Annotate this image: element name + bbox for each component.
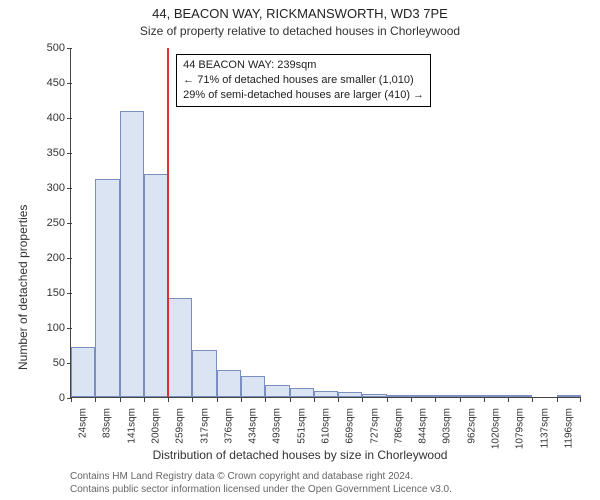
histogram-bar [290, 388, 314, 397]
x-tick: 962sqm [466, 404, 477, 444]
x-tick-mark [460, 397, 461, 402]
histogram-bar [435, 395, 459, 397]
x-tick: 493sqm [272, 404, 283, 444]
x-tick-mark [411, 397, 412, 402]
x-tick: 669sqm [345, 404, 356, 444]
x-tick: 1137sqm [539, 404, 550, 448]
x-tick: 24sqm [78, 404, 89, 438]
x-tick-mark [484, 397, 485, 402]
x-tick-mark [290, 397, 291, 402]
x-tick: 844sqm [418, 404, 429, 444]
histogram-bar [411, 395, 435, 397]
histogram-bar [484, 395, 508, 397]
annotation-box: 44 BEACON WAY: 239sqm← 71% of detached h… [176, 54, 431, 107]
annotation-line1: 44 BEACON WAY: 239sqm [183, 58, 424, 73]
histogram-bar [217, 370, 241, 397]
histogram-bar [508, 395, 532, 397]
histogram-bar [362, 394, 386, 397]
annotation-line3: 29% of semi-detached houses are larger (… [183, 88, 424, 103]
x-tick: 259sqm [175, 404, 186, 444]
chart-container: { "chart": { "type": "histogram", "title… [0, 0, 600, 500]
histogram-bar [95, 179, 119, 397]
histogram-bar [71, 347, 95, 397]
annotation-line2: ← 71% of detached houses are smaller (1,… [183, 73, 424, 88]
x-tick: 903sqm [442, 404, 453, 444]
x-tick-mark [435, 397, 436, 402]
reference-line [167, 48, 169, 397]
x-tick: 83sqm [102, 404, 113, 438]
x-tick-mark [338, 397, 339, 402]
x-tick-mark [387, 397, 388, 402]
y-tick: 50 [53, 357, 71, 369]
chart-subtitle: Size of property relative to detached ho… [0, 24, 600, 38]
histogram-bar [460, 395, 484, 397]
y-axis-label: Number of detached properties [16, 205, 30, 370]
histogram-bar [241, 376, 265, 397]
x-tick: 610sqm [321, 404, 332, 444]
x-tick: 727sqm [369, 404, 380, 444]
x-tick: 551sqm [296, 404, 307, 444]
footnote: Contains HM Land Registry data © Crown c… [70, 470, 452, 496]
x-tick: 376sqm [223, 404, 234, 444]
x-tick: 1020sqm [491, 404, 502, 449]
histogram-bar [338, 392, 362, 397]
y-tick: 400 [47, 112, 71, 124]
x-tick: 786sqm [393, 404, 404, 444]
x-tick-mark [71, 397, 72, 402]
histogram-bar [387, 395, 411, 397]
x-tick: 141sqm [126, 404, 137, 444]
histogram-bar [144, 174, 168, 397]
x-tick-mark [217, 397, 218, 402]
x-tick-mark [580, 397, 581, 402]
histogram-bar [265, 385, 289, 397]
histogram-bar [557, 395, 581, 397]
x-tick: 200sqm [151, 404, 162, 444]
x-tick-mark [192, 397, 193, 402]
y-tick: 150 [47, 287, 71, 299]
x-tick-mark [241, 397, 242, 402]
x-tick-mark [95, 397, 96, 402]
x-tick-mark [120, 397, 121, 402]
y-tick: 200 [47, 252, 71, 264]
y-tick: 250 [47, 217, 71, 229]
y-tick: 450 [47, 77, 71, 89]
y-tick: 500 [47, 42, 71, 54]
y-tick: 350 [47, 147, 71, 159]
x-tick-mark [314, 397, 315, 402]
histogram-bar [314, 391, 338, 397]
x-tick-mark [144, 397, 145, 402]
x-tick: 317sqm [199, 404, 210, 444]
y-tick: 0 [59, 392, 71, 404]
x-tick-mark [168, 397, 169, 402]
x-axis-label: Distribution of detached houses by size … [0, 448, 600, 462]
x-tick: 1196sqm [563, 404, 574, 448]
x-tick-mark [265, 397, 266, 402]
footnote-line2: Contains public sector information licen… [70, 483, 452, 496]
y-tick: 300 [47, 182, 71, 194]
x-tick-mark [532, 397, 533, 402]
x-tick-mark [557, 397, 558, 402]
x-tick: 434sqm [248, 404, 259, 444]
x-tick-mark [362, 397, 363, 402]
chart-title: 44, BEACON WAY, RICKMANSWORTH, WD3 7PE [0, 6, 600, 21]
x-tick: 1079sqm [515, 404, 526, 449]
histogram-bar [192, 350, 216, 397]
plot-area: 05010015020025030035040045050024sqm83sqm… [70, 48, 580, 398]
footnote-line1: Contains HM Land Registry data © Crown c… [70, 470, 452, 483]
x-tick-mark [508, 397, 509, 402]
y-tick: 100 [47, 322, 71, 334]
histogram-bar [120, 111, 144, 397]
histogram-bar [168, 298, 192, 397]
